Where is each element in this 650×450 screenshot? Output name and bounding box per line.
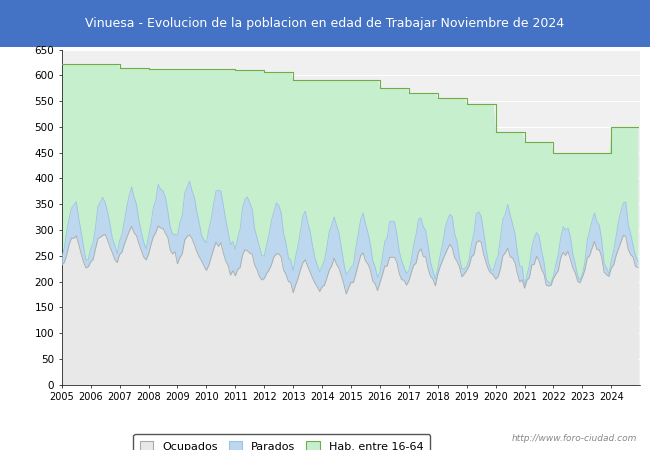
Legend: Ocupados, Parados, Hab. entre 16-64: Ocupados, Parados, Hab. entre 16-64 <box>133 434 430 450</box>
Text: Vinuesa - Evolucion de la poblacion en edad de Trabajar Noviembre de 2024: Vinuesa - Evolucion de la poblacion en e… <box>85 17 565 30</box>
Text: http://www.foro-ciudad.com: http://www.foro-ciudad.com <box>512 434 637 443</box>
